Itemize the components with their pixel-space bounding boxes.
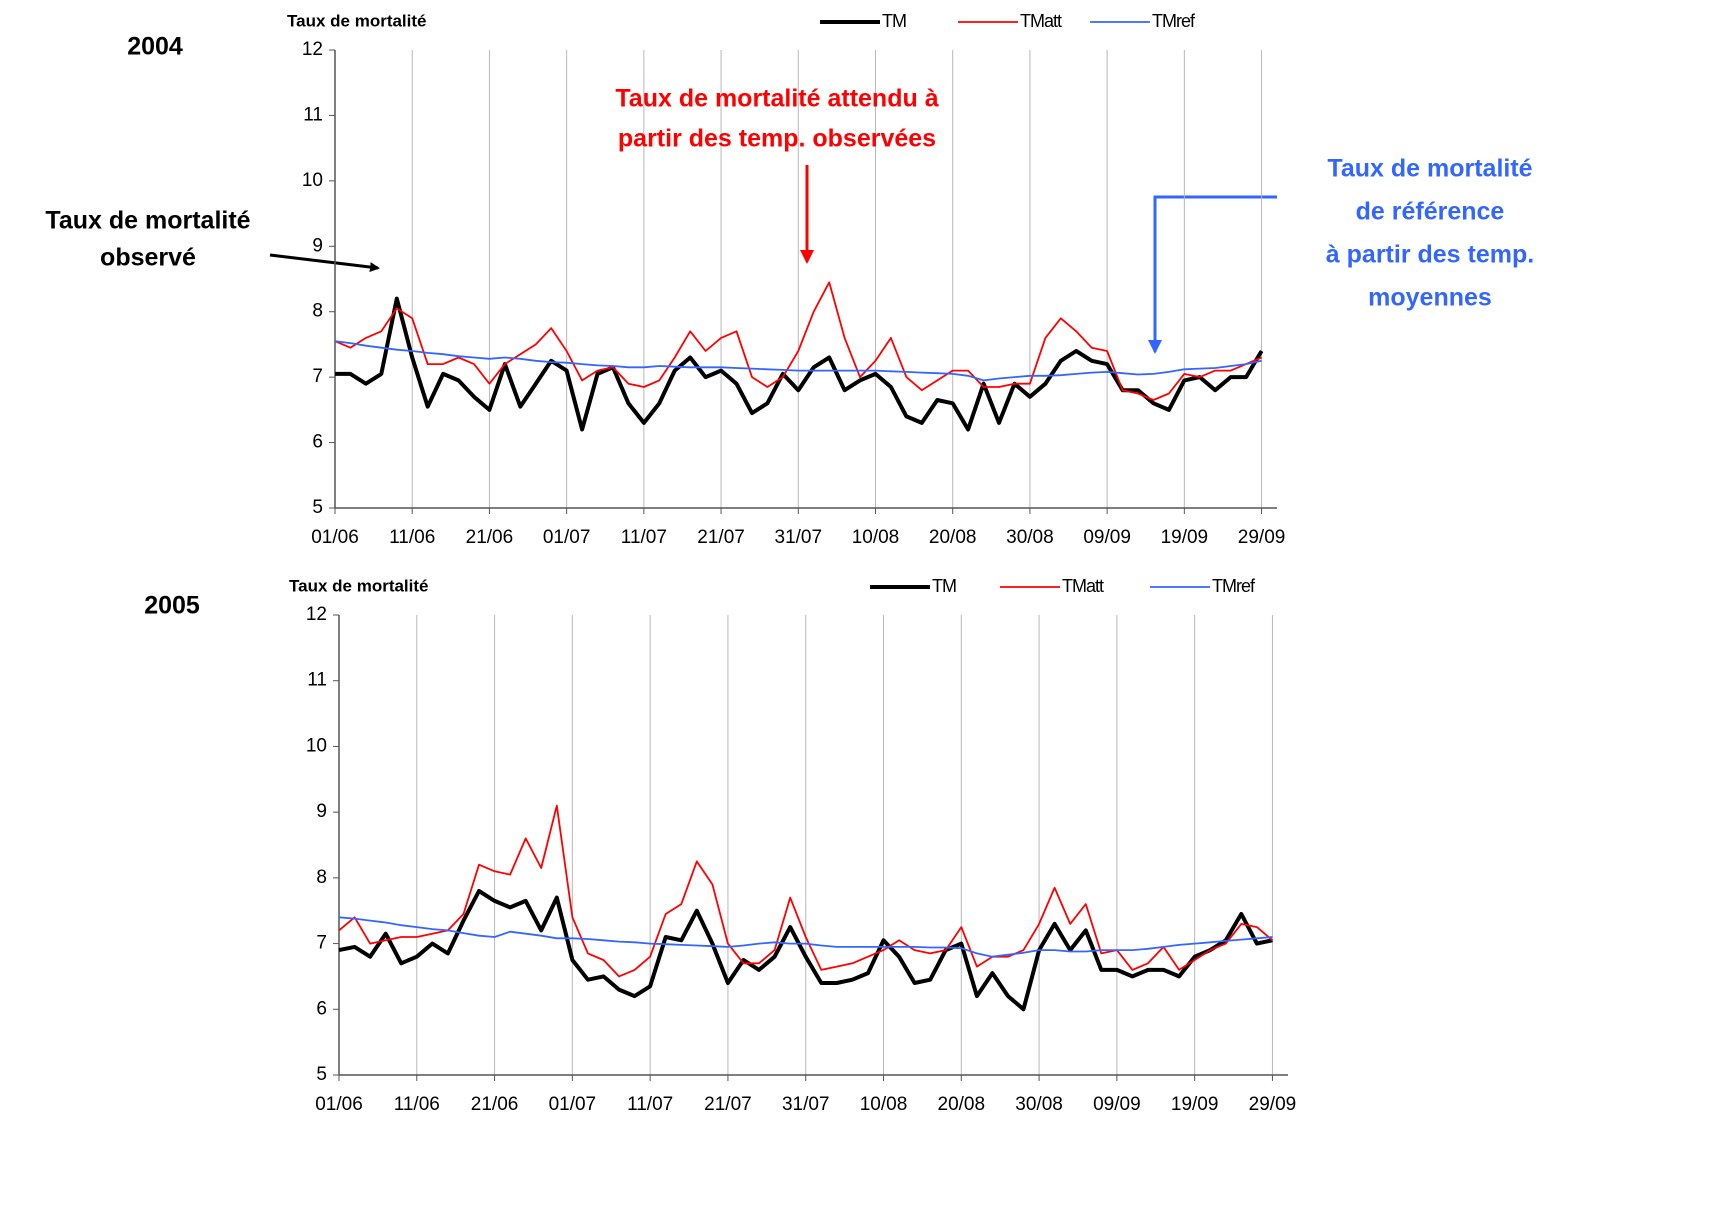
y-tick-label: 6: [316, 998, 327, 1019]
x-tick-label: 21/07: [704, 1094, 752, 1115]
x-tick-label: 21/06: [466, 527, 514, 548]
x-tick-label: 19/09: [1171, 1094, 1219, 1115]
x-tick-label: 09/09: [1093, 1094, 1141, 1115]
series-line: [338, 889, 1273, 1012]
x-tick-label: 31/07: [782, 1094, 830, 1115]
x-tick-label: 29/09: [1249, 1094, 1297, 1115]
x-tick-label: 30/08: [1015, 1094, 1063, 1115]
x-tick-label: 20/08: [938, 1094, 986, 1115]
annotation: partir des temp. observées: [618, 125, 936, 153]
x-tick-label: 09/09: [1083, 527, 1131, 548]
y-tick-label: 7: [316, 933, 327, 954]
x-tick-label: 21/07: [697, 527, 745, 548]
year-label: 2005: [144, 592, 200, 620]
y-tick-label: 10: [306, 735, 327, 756]
y-tick-label: 12: [302, 39, 323, 60]
x-tick-label: 11/07: [621, 527, 667, 548]
legend-label: TMref: [1152, 11, 1196, 31]
x-tick-label: 29/09: [1238, 527, 1286, 548]
y-tick-label: 11: [303, 104, 323, 125]
y-tick-label: 8: [312, 301, 323, 322]
y-tick-label: 5: [312, 497, 323, 518]
x-tick-label: 31/07: [775, 527, 823, 548]
arrow: [1148, 195, 1277, 354]
x-tick-label: 01/06: [315, 1094, 363, 1115]
x-tick-label: 10/08: [852, 527, 900, 548]
arrow: [269, 253, 380, 273]
legend-label: TMatt: [1020, 11, 1062, 31]
chart-title: Taux de mortalité: [287, 11, 427, 30]
legend-label: TM: [882, 11, 906, 31]
legend-label: TM: [932, 576, 956, 596]
x-tick-label: 19/09: [1161, 527, 1209, 548]
annotation: à partir des temp.: [1326, 241, 1534, 269]
x-tick-label: 11/06: [389, 527, 435, 548]
x-tick-label: 11/06: [394, 1094, 440, 1115]
y-tick-label: 12: [306, 604, 327, 625]
annotation: observé: [100, 244, 196, 272]
x-tick-label: 21/06: [471, 1094, 519, 1115]
legend-label: TMatt: [1062, 576, 1104, 596]
series-line: [338, 916, 1273, 958]
y-tick-label: 6: [312, 432, 323, 453]
y-tick-label: 10: [302, 170, 323, 191]
x-tick-label: 20/08: [929, 527, 977, 548]
series-line: [334, 340, 1262, 382]
annotation: Taux de mortalité: [45, 207, 250, 235]
x-tick-label: 10/08: [860, 1094, 908, 1115]
y-tick-label: 9: [312, 235, 323, 256]
annotation: moyennes: [1368, 284, 1492, 312]
x-tick-label: 30/08: [1006, 527, 1054, 548]
legend-label: TMref: [1212, 576, 1256, 596]
x-tick-label: 11/07: [627, 1094, 673, 1115]
year-label: 2004: [127, 33, 183, 61]
y-tick-label: 8: [316, 867, 327, 888]
annotation: de référence: [1356, 198, 1505, 226]
x-tick-label: 01/07: [549, 1094, 597, 1115]
series-line: [334, 281, 1262, 401]
annotation: Taux de mortalité attendu à: [615, 85, 938, 113]
x-tick-label: 01/06: [311, 527, 359, 548]
chart-title: Taux de mortalité: [289, 576, 429, 595]
annotation: Taux de mortalité: [1327, 155, 1532, 183]
y-tick-label: 7: [312, 366, 323, 387]
x-tick-label: 01/07: [543, 527, 591, 548]
y-tick-label: 5: [316, 1064, 327, 1085]
y-tick-label: 9: [316, 801, 327, 822]
y-tick-label: 11: [307, 670, 327, 691]
series-line: [335, 296, 1264, 432]
